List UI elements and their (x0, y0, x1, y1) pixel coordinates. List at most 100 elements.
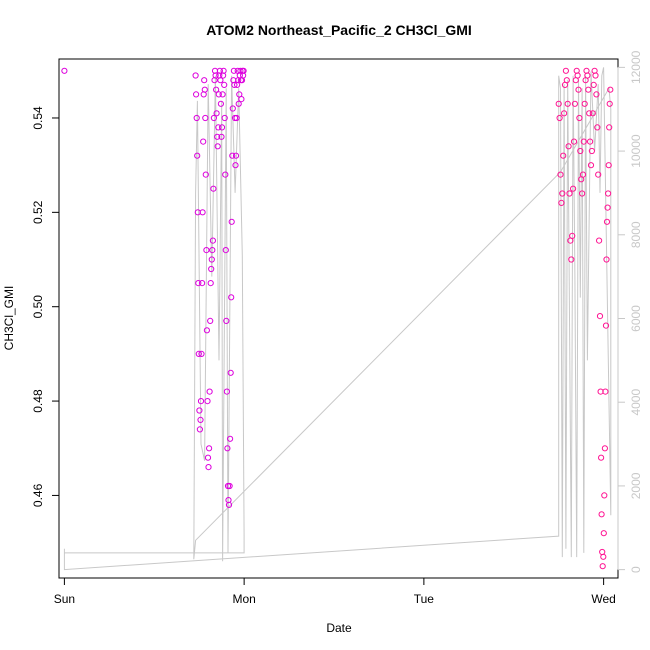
data-point (581, 100, 588, 107)
data-point (201, 86, 208, 93)
data-point (215, 91, 222, 98)
y-axis-right: 0 2000 4000 6000 8000 10000 12000 (617, 50, 643, 573)
data-point (603, 218, 611, 225)
data-point (204, 454, 212, 461)
data-point (565, 143, 572, 150)
data-point (199, 209, 206, 216)
y-tick-label: 0.46 (31, 483, 45, 507)
data-point (208, 265, 215, 273)
data-point (607, 86, 614, 93)
data-point (558, 199, 565, 206)
y2-tick-label: 4000 (629, 389, 643, 416)
data-point (219, 91, 226, 98)
data-point (230, 67, 237, 74)
data-point (238, 96, 245, 103)
data-point (603, 256, 610, 263)
plot-frame (58, 58, 619, 579)
data-point (224, 445, 231, 452)
data-point (237, 67, 244, 74)
chart-title: ATOM2 Northeast_Pacific_2 CH3Cl_GMI (206, 22, 472, 38)
data-point (218, 124, 226, 131)
y-tick-label: 0.54 (31, 106, 45, 130)
data-point (228, 294, 235, 301)
data-point (592, 72, 599, 79)
data-point (194, 152, 201, 159)
x-axis: Sun Mon Tue Wed (54, 577, 616, 606)
data-point (213, 110, 220, 117)
data-point (196, 426, 203, 433)
data-point (562, 67, 570, 74)
data-point (197, 398, 205, 405)
data-point (560, 152, 567, 159)
data-point (195, 350, 202, 357)
data-point (602, 388, 609, 395)
y2-tick-label: 6000 (629, 305, 643, 332)
data-point (202, 114, 209, 122)
data-point (571, 100, 579, 107)
data-point (233, 114, 240, 122)
data-point (229, 152, 236, 159)
data-point (598, 511, 605, 518)
y-axis-left: 0.46 0.48 0.50 0.52 0.54 (31, 106, 60, 507)
data-point (210, 185, 217, 192)
y2-tick-label: 10000 (629, 134, 643, 168)
data-point (229, 105, 236, 112)
data-point (192, 72, 199, 79)
data-point (209, 237, 216, 244)
data-point (598, 454, 605, 461)
x-tick-label: Sun (54, 592, 75, 606)
series-line-layer (63, 67, 612, 571)
data-point (580, 138, 587, 145)
data-point (207, 317, 214, 324)
data-point (206, 445, 213, 452)
data-point (214, 143, 221, 150)
data-point (579, 190, 586, 197)
data-point (208, 256, 215, 263)
data-point (232, 152, 240, 159)
data-point (61, 67, 68, 74)
data-point (222, 171, 229, 178)
data-point (202, 171, 209, 178)
data-point (217, 100, 224, 107)
data-point (600, 553, 607, 560)
data-point (214, 133, 221, 140)
data-point (201, 77, 208, 84)
data-point (203, 247, 210, 254)
data-point (606, 124, 613, 131)
data-point (569, 232, 576, 239)
data-point (212, 72, 219, 79)
y2-tick-label: 8000 (629, 221, 643, 248)
data-point (604, 204, 611, 211)
data-point (209, 247, 216, 254)
data-point (557, 171, 564, 178)
y-tick-label: 0.50 (31, 295, 45, 319)
data-point (566, 190, 573, 197)
data-point (195, 280, 202, 287)
data-point (200, 138, 207, 145)
data-point (602, 322, 610, 329)
y2-tick-label: 12000 (629, 50, 643, 84)
y2-tick-label: 2000 (629, 472, 643, 499)
data-point (226, 482, 233, 490)
y2-tick-label: 0 (629, 566, 643, 573)
data-point (570, 138, 578, 145)
data-point (207, 280, 214, 287)
x-tick-label: Tue (414, 592, 435, 606)
data-point (564, 100, 571, 107)
data-point (561, 110, 568, 117)
data-point (556, 114, 563, 122)
data-point (213, 86, 220, 93)
data-point (240, 67, 247, 74)
series-line-0 (63, 67, 612, 571)
data-point (587, 138, 594, 145)
data-point (596, 237, 603, 244)
data-point (585, 86, 592, 93)
y-tick-label: 0.52 (31, 200, 45, 224)
data-point (577, 147, 584, 155)
data-point (587, 162, 595, 169)
data-point (198, 350, 205, 357)
data-point (588, 147, 596, 155)
data-point (594, 124, 601, 131)
data-point (600, 530, 607, 537)
